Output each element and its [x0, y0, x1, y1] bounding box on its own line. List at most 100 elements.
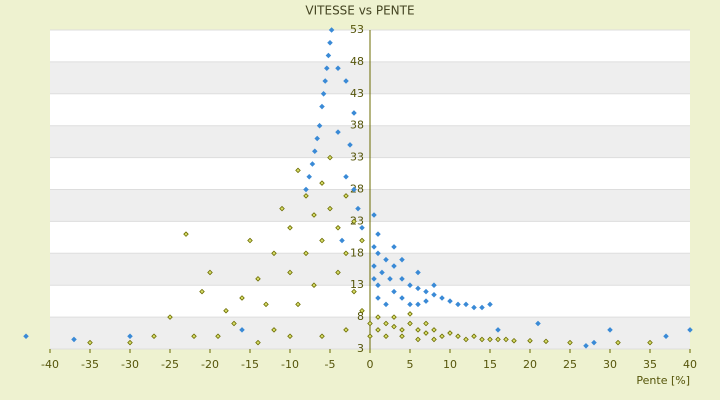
x-tick-label: 30 [603, 358, 617, 371]
point [399, 327, 405, 333]
point [379, 269, 385, 276]
point [306, 173, 312, 180]
point [615, 339, 621, 346]
point [399, 256, 405, 263]
point [415, 336, 421, 343]
x-tick-label: 35 [643, 358, 657, 371]
point [399, 295, 405, 301]
point [463, 301, 469, 308]
point [455, 301, 461, 308]
point [383, 320, 389, 327]
point [339, 237, 345, 244]
point [325, 52, 332, 59]
point [471, 304, 477, 311]
x-tick-label: 40 [683, 358, 697, 371]
point [487, 301, 493, 308]
x-tick-label: -25 [161, 358, 179, 371]
point [423, 320, 429, 327]
point [383, 333, 389, 340]
point [391, 244, 397, 250]
point [415, 301, 421, 308]
x-axis-label: Pente [%] [636, 374, 690, 387]
point [439, 333, 445, 340]
point [320, 91, 327, 97]
point [335, 65, 341, 72]
point [687, 327, 693, 333]
point [322, 78, 328, 84]
x-tick-label: -30 [121, 358, 139, 371]
point [359, 237, 365, 244]
point [239, 295, 245, 301]
point [239, 327, 245, 333]
point [375, 282, 381, 288]
point [431, 282, 437, 288]
point [343, 250, 349, 257]
point [319, 180, 325, 186]
y-tick-label: 53 [350, 23, 364, 36]
y-tick-label: 28 [350, 183, 364, 196]
point [314, 135, 320, 142]
x-tick-label: -5 [325, 358, 336, 371]
x-tick-label: -15 [241, 358, 259, 371]
point [324, 65, 330, 72]
point [375, 327, 381, 333]
point [495, 336, 501, 343]
point [311, 282, 317, 288]
point [367, 320, 373, 327]
x-tick-label: 20 [523, 358, 537, 371]
y-tick-label: 23 [350, 214, 364, 227]
point [375, 314, 381, 320]
point [471, 333, 477, 340]
point [367, 333, 373, 340]
point [343, 193, 349, 199]
x-tick-label: -10 [281, 358, 299, 371]
point [207, 269, 213, 276]
point [319, 333, 325, 340]
point [415, 269, 421, 276]
point [495, 327, 501, 333]
point [479, 336, 485, 343]
point [311, 212, 317, 218]
point [447, 298, 453, 304]
point [439, 295, 445, 301]
point [663, 333, 669, 340]
point [455, 333, 461, 340]
point [371, 244, 377, 250]
point [343, 327, 349, 333]
point [415, 327, 421, 333]
point [271, 250, 277, 257]
point [591, 339, 597, 346]
point [407, 301, 413, 308]
point [567, 339, 573, 346]
point [447, 330, 453, 336]
point [375, 250, 381, 257]
point [255, 339, 261, 346]
point [343, 173, 349, 180]
point [303, 186, 309, 193]
point [371, 263, 377, 269]
point [607, 327, 613, 333]
point [431, 327, 437, 333]
point [263, 301, 269, 308]
point [335, 225, 341, 231]
point [343, 78, 349, 84]
point [287, 333, 293, 340]
point [312, 148, 318, 154]
point [351, 186, 357, 193]
point [351, 218, 357, 225]
point [255, 276, 261, 282]
point [247, 237, 253, 244]
point [355, 205, 361, 212]
point [215, 333, 221, 340]
point [479, 304, 485, 311]
y-tick-label: 18 [350, 246, 364, 259]
point [391, 263, 397, 269]
chart-title: VITESSE vs PENTE [305, 4, 414, 18]
point [127, 333, 133, 340]
point [423, 288, 429, 295]
y-tick-label: 3 [357, 342, 364, 355]
point [191, 333, 197, 340]
x-tick-label: 0 [367, 358, 374, 371]
point [647, 339, 653, 346]
